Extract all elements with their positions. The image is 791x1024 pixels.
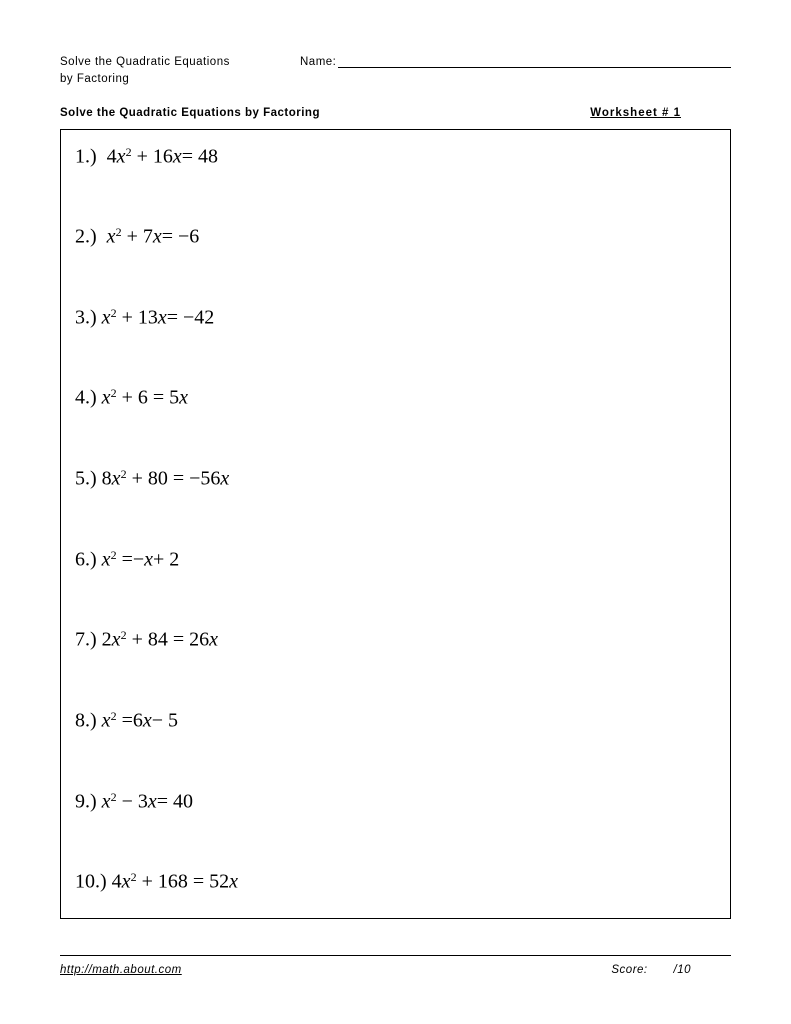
- problem-4: 4.) x2 + 6 = 5x: [75, 385, 716, 410]
- equation-mid: + 80 = −56: [127, 468, 221, 490]
- equation-mid: + 6 = 5: [117, 387, 180, 409]
- exponent: 2: [121, 628, 127, 642]
- variable-x: x: [229, 871, 238, 893]
- equation-mid: =6: [117, 710, 143, 732]
- exponent: 2: [116, 225, 122, 239]
- variable-x: x: [143, 710, 152, 732]
- equation-tail: = 48: [182, 145, 218, 167]
- variable-x: x: [117, 145, 126, 167]
- exponent: 2: [111, 548, 117, 562]
- problem-2: 2.) x2 + 7x= −6: [75, 224, 716, 249]
- problem-1: 1.) 4x2 + 16x= 48: [75, 144, 716, 169]
- variable-x: x: [220, 468, 229, 490]
- equation-lead: 8: [97, 468, 112, 490]
- equation-mid: + 7: [122, 226, 153, 248]
- score-area: Score: /10: [611, 964, 731, 976]
- problem-number: 4.): [75, 387, 97, 409]
- name-field-group: Name:: [300, 54, 731, 68]
- problem-number: 7.): [75, 629, 97, 651]
- worksheet-page: Solve the Quadratic Equations by Factori…: [0, 0, 791, 1024]
- problem-number: 6.): [75, 548, 97, 570]
- subheader-row: Solve the Quadratic Equations by Factori…: [60, 107, 731, 119]
- problem-7: 7.) 2x2 + 84 = 26x: [75, 627, 716, 652]
- name-input-line[interactable]: [338, 54, 731, 68]
- equation-mid: − 3: [117, 790, 148, 812]
- footer-url[interactable]: http://math.about.com: [60, 964, 182, 976]
- variable-x: x: [148, 790, 157, 812]
- equation-tail: = −6: [162, 226, 200, 248]
- exponent: 2: [111, 790, 117, 804]
- problem-9: 9.) x2 − 3x= 40: [75, 789, 716, 814]
- equation-mid: + 16: [132, 145, 173, 167]
- equation-tail: − 5: [152, 710, 178, 732]
- problem-number: 5.): [75, 468, 97, 490]
- variable-x: x: [102, 306, 111, 328]
- problem-5: 5.) 8x2 + 80 = −56x: [75, 466, 716, 491]
- exponent: 2: [126, 145, 132, 159]
- variable-x: x: [112, 629, 121, 651]
- equation-lead: 4: [107, 871, 122, 893]
- problem-10: 10.) 4x2 + 168 = 52x: [75, 869, 716, 894]
- title-line-1: Solve the Quadratic Equations: [60, 56, 230, 68]
- title-line-2: by Factoring: [60, 73, 129, 85]
- exponent: 2: [121, 467, 127, 481]
- exponent: 2: [111, 386, 117, 400]
- equation-tail: = −42: [167, 306, 215, 328]
- equation-tail: = 40: [157, 790, 193, 812]
- equation-mid: + 13: [117, 306, 158, 328]
- equation-tail: + 2: [153, 548, 179, 570]
- variable-x: x: [144, 548, 153, 570]
- equation-mid: + 168 = 52: [137, 871, 230, 893]
- exponent: 2: [111, 306, 117, 320]
- problem-number: 1.): [75, 145, 97, 167]
- variable-x: x: [209, 629, 218, 651]
- problem-6: 6.) x2 =−x+ 2: [75, 547, 716, 572]
- variable-x: x: [102, 548, 111, 570]
- worksheet-number: Worksheet # 1: [590, 107, 681, 119]
- problem-3: 3.) x2 + 13x= −42: [75, 305, 716, 330]
- variable-x: x: [158, 306, 167, 328]
- variable-x: x: [122, 871, 131, 893]
- problem-number: 8.): [75, 710, 97, 732]
- variable-x: x: [107, 226, 116, 248]
- name-label: Name:: [300, 56, 336, 68]
- score-label: Score:: [611, 964, 647, 976]
- equation-mid: + 84 = 26: [127, 629, 210, 651]
- equation-lead: 4: [97, 145, 117, 167]
- page-title: Solve the Quadratic Equations by Factori…: [60, 54, 270, 89]
- problem-8: 8.) x2 =6x− 5: [75, 708, 716, 733]
- problem-number: 9.): [75, 790, 97, 812]
- variable-x: x: [179, 387, 188, 409]
- problem-number: 10.): [75, 871, 107, 893]
- footer: http://math.about.com Score: /10: [60, 955, 731, 976]
- equation-lead: 2: [97, 629, 112, 651]
- problem-number: 3.): [75, 306, 97, 328]
- exponent: 2: [131, 870, 137, 884]
- problem-number: 2.): [75, 226, 97, 248]
- variable-x: x: [102, 387, 111, 409]
- variable-x: x: [173, 145, 182, 167]
- variable-x: x: [153, 226, 162, 248]
- score-total: /10: [674, 964, 692, 976]
- instructions-text: Solve the Quadratic Equations by Factori…: [60, 107, 320, 119]
- header-row: Solve the Quadratic Equations by Factori…: [60, 54, 731, 89]
- equation-lead: [97, 226, 107, 248]
- equation-mid: =−: [117, 548, 145, 570]
- exponent: 2: [111, 709, 117, 723]
- variable-x: x: [112, 468, 121, 490]
- variable-x: x: [102, 790, 111, 812]
- variable-x: x: [102, 710, 111, 732]
- problems-box: 1.) 4x2 + 16x= 482.) x2 + 7x= −63.) x2 +…: [60, 129, 731, 919]
